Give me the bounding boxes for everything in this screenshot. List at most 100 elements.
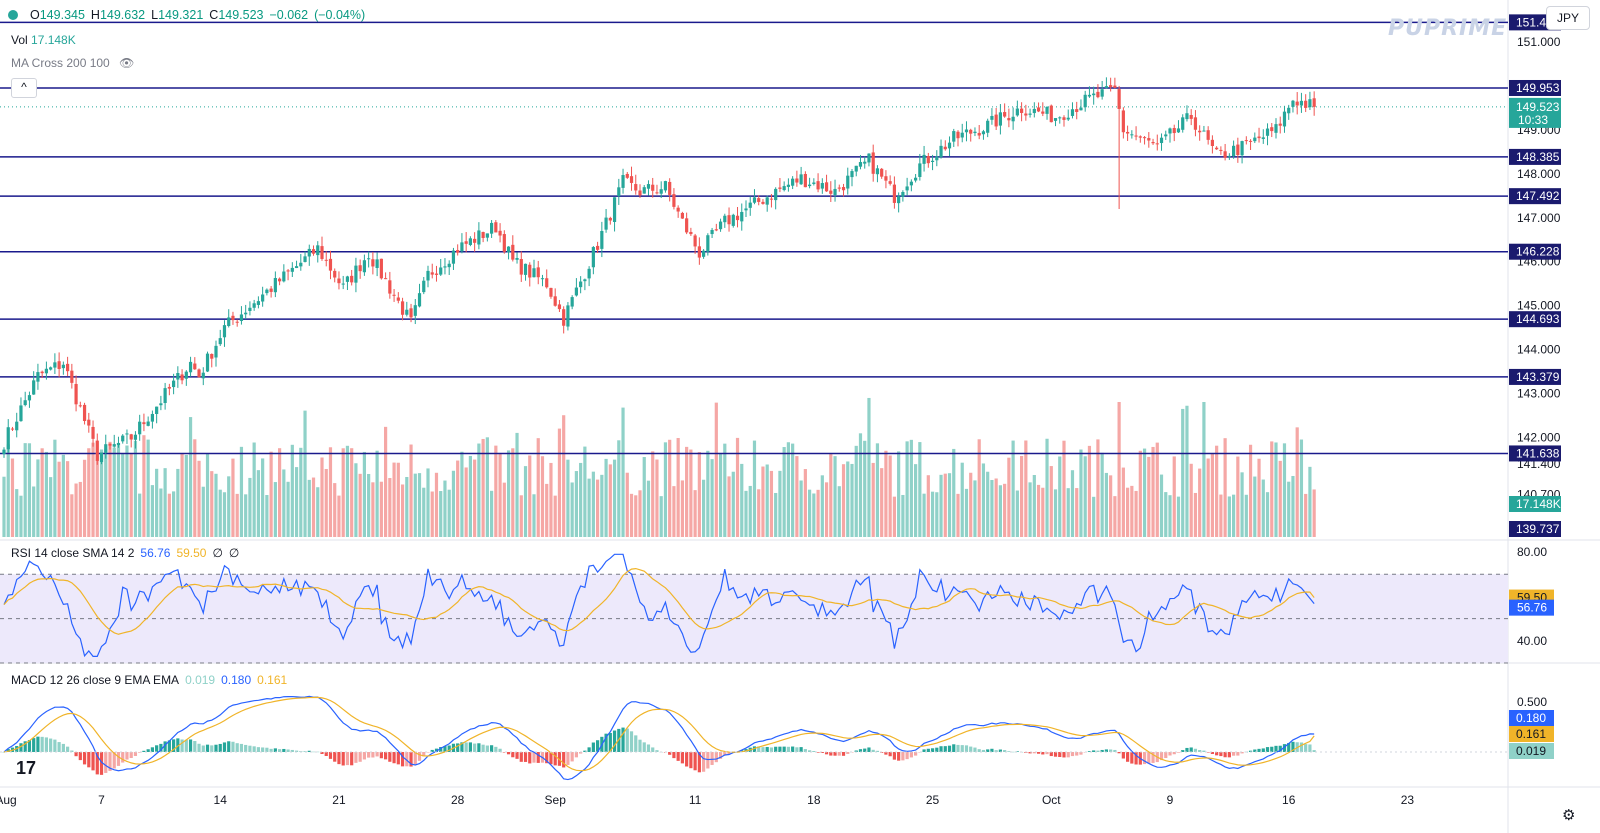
volume-bar (439, 491, 443, 537)
candle-body (1130, 134, 1134, 136)
volume-bar (1308, 466, 1312, 537)
candle-body (396, 297, 400, 301)
macd-histogram-bar (1130, 752, 1134, 764)
candle-body (350, 275, 354, 283)
candle-body (473, 238, 477, 243)
macd-histogram-bar (40, 736, 44, 752)
candle-body (1121, 110, 1125, 133)
volume-bar (197, 460, 201, 537)
candle-body (744, 208, 748, 211)
close-value: 149.523 (218, 8, 264, 22)
volume-bar (235, 493, 239, 537)
candle-body (426, 270, 430, 281)
macd-histogram-bar (833, 752, 837, 756)
candle-body (646, 184, 651, 189)
candle-body (345, 276, 350, 282)
candle-body (269, 288, 273, 292)
volume-bar (1248, 444, 1253, 537)
volume-bar (714, 402, 718, 537)
gear-icon[interactable]: ⚙ (1562, 807, 1576, 824)
candle-body (2, 449, 6, 455)
candle-body (358, 265, 362, 272)
candle-body (379, 258, 383, 279)
change-pct-value: (−0.04%) (314, 8, 366, 22)
candle-body (1053, 118, 1058, 121)
candle-body (57, 361, 61, 369)
volume-bar (1032, 475, 1036, 537)
macd-histogram-bar (642, 742, 646, 752)
candle-body (723, 215, 727, 223)
macd-histogram-bar (761, 747, 765, 752)
volume-bar (150, 485, 154, 537)
macd-histogram-bar (1117, 752, 1121, 754)
candle-body (311, 249, 316, 254)
candle-body (1070, 109, 1075, 116)
collapse-legend-button[interactable]: ^ (11, 78, 37, 98)
volume-bar (680, 480, 684, 537)
candle-body (95, 440, 99, 461)
candle-body (841, 186, 846, 191)
volume-bar (1100, 452, 1104, 537)
currency-selector[interactable]: JPY (1546, 6, 1590, 30)
volume-bar (689, 449, 693, 537)
hidden-eye-icon[interactable]: 👁 (119, 56, 135, 70)
candle-body (384, 278, 388, 280)
macd-histogram-bar (646, 744, 651, 752)
volume-bar (1223, 438, 1227, 537)
change-value: −0.062 (269, 8, 309, 22)
ma-cross-legend[interactable]: MA Cross 200 100 👁 (11, 56, 135, 70)
macd-histogram-bar (655, 750, 659, 752)
volume-bar (49, 477, 53, 537)
volume-bar (812, 493, 816, 537)
macd-histogram-bar (341, 752, 345, 766)
volume-bar (523, 466, 528, 537)
candle-body (570, 297, 574, 307)
candle-body (460, 242, 464, 252)
candle-body (239, 314, 244, 321)
macd-histogram-bar (977, 749, 981, 752)
macd-histogram-bar (1109, 749, 1113, 752)
macd-histogram-bar (990, 748, 994, 752)
candle-body (464, 241, 468, 244)
candle-body (629, 176, 634, 183)
macd-histogram-bar (396, 752, 400, 765)
volume-bar (1265, 492, 1270, 537)
volume-bar (557, 428, 562, 537)
rsi-legend: RSI 14 close SMA 14 2 56.76 59.50 ∅ ∅ (11, 546, 240, 560)
macd-histogram-bar (273, 748, 277, 752)
volume-bar (651, 451, 655, 537)
candle-body (1096, 91, 1100, 98)
macd-histogram-bar (795, 747, 799, 752)
macd-histogram-bar (799, 747, 803, 752)
macd-histogram-bar (1070, 752, 1075, 757)
macd-histogram-bar (1058, 752, 1062, 758)
candle-body (1278, 123, 1282, 126)
volume-bar (663, 442, 668, 537)
candle-body (909, 181, 913, 186)
candle-body (1155, 143, 1159, 145)
macd-histogram-bar (969, 746, 973, 752)
volume-bar (116, 445, 121, 537)
volume-bar (159, 488, 163, 537)
macd-histogram-bar (125, 752, 129, 760)
candle-body (155, 406, 159, 415)
macd-histogram-bar (1287, 742, 1291, 752)
ohlc-legend: O149.345 H149.632 L149.321 C149.523 −0.0… (8, 8, 365, 22)
candle-body (1240, 141, 1244, 156)
candle-body (417, 293, 422, 307)
macd-histogram-bar (604, 733, 608, 752)
candle-body (1223, 151, 1227, 158)
volume-bar (218, 489, 222, 537)
candle-body (668, 181, 672, 195)
macd-histogram-bar (358, 752, 362, 762)
tradingview-logo[interactable]: 17 (16, 758, 37, 778)
candle-body (112, 444, 116, 447)
candle-body (863, 161, 867, 164)
macd-histogram-bar (1126, 752, 1130, 762)
candle-body (600, 231, 604, 249)
macd-histogram-bar (706, 752, 710, 769)
macd-histogram-bar (138, 752, 142, 753)
volume-bar (95, 455, 99, 537)
volume-bar (1096, 439, 1100, 537)
